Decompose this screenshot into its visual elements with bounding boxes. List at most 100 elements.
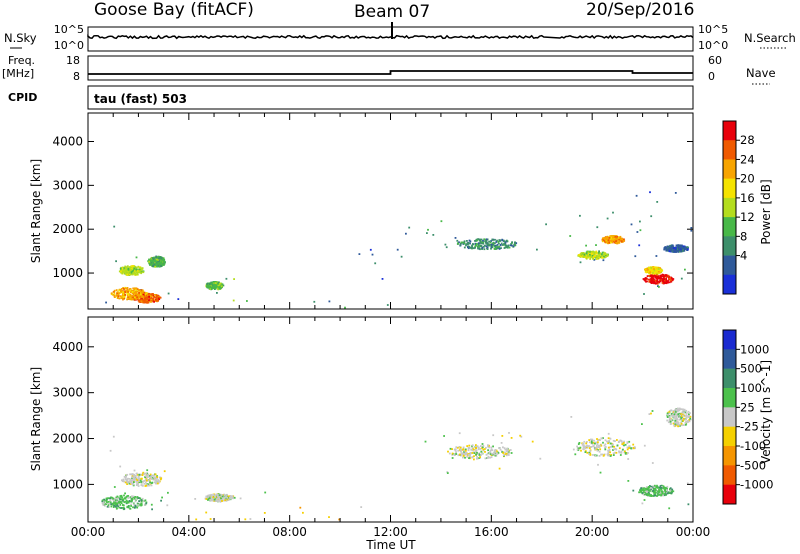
data-cell	[680, 408, 682, 411]
velocity-colorbar-tick-label: -100	[740, 439, 766, 453]
data-cell	[653, 270, 655, 273]
data-cell	[211, 287, 213, 290]
power-colorbar-swatch	[723, 236, 736, 256]
data-cell	[145, 301, 148, 304]
data-cell	[138, 289, 140, 291]
data-cell	[141, 298, 143, 301]
data-cell	[618, 451, 621, 454]
data-cell	[646, 491, 648, 493]
data-cell	[514, 244, 517, 247]
data-cell	[210, 496, 213, 499]
data-cell	[121, 270, 124, 273]
data-cell	[137, 475, 140, 478]
data-cell	[154, 296, 156, 299]
power-colorbar-tick-label: 28	[740, 133, 755, 147]
data-cell	[135, 484, 138, 486]
data-cell	[214, 282, 217, 284]
data-cell	[139, 267, 142, 270]
data-cell	[500, 242, 503, 245]
data-cell	[492, 445, 494, 448]
data-cell	[656, 280, 659, 282]
data-cell	[632, 447, 635, 450]
data-cell	[660, 277, 663, 280]
data-cell	[668, 507, 671, 510]
data-cell	[490, 243, 493, 246]
data-cell	[597, 446, 599, 449]
data-cell	[460, 454, 462, 457]
data-cell	[652, 267, 654, 270]
data-cell	[656, 278, 659, 281]
data-cell	[125, 475, 127, 478]
data-cell	[496, 451, 499, 453]
power-colorbar-swatch	[723, 140, 736, 160]
data-cell	[487, 445, 489, 448]
data-cell	[448, 452, 451, 455]
data-cell	[432, 234, 435, 236]
data-cell	[205, 511, 208, 514]
velocity-colorbar-label-text: Velocity [m s^-1]	[759, 360, 773, 464]
data-cell	[123, 295, 126, 298]
data-cell	[214, 496, 216, 498]
data-cell	[650, 485, 653, 488]
data-cell	[128, 273, 131, 276]
data-cell	[131, 291, 134, 293]
data-cell	[155, 479, 158, 482]
data-cell	[133, 473, 135, 476]
data-cell	[484, 451, 486, 453]
data-cell	[490, 240, 492, 242]
data-cell	[480, 238, 483, 241]
data-cell	[209, 518, 212, 520]
data-cell	[156, 475, 158, 477]
data-cell	[610, 454, 613, 456]
data-cell	[665, 487, 668, 490]
data-cell	[133, 269, 136, 272]
data-cell	[129, 289, 132, 292]
data-cell	[467, 449, 470, 452]
data-cell	[483, 448, 486, 450]
data-cell	[653, 486, 656, 488]
data-cell	[669, 279, 672, 282]
data-cell	[162, 261, 165, 264]
data-cell	[596, 257, 598, 260]
data-cell	[673, 414, 676, 417]
data-cell	[602, 259, 605, 262]
data-cell	[451, 452, 454, 455]
data-cell	[678, 245, 681, 248]
data-cell	[592, 445, 594, 448]
data-cell	[597, 463, 599, 466]
data-cell	[684, 268, 686, 271]
data-cell	[495, 245, 498, 248]
time-tick-label: 04:00	[172, 525, 207, 539]
data-cell	[623, 444, 625, 447]
data-cell	[503, 447, 506, 450]
data-cell	[630, 223, 633, 226]
data-cell	[580, 255, 582, 257]
data-cell	[155, 258, 158, 261]
data-cell	[207, 284, 209, 287]
data-cell	[651, 280, 654, 283]
data-cell	[652, 266, 655, 268]
data-cell	[157, 258, 160, 261]
data-cell	[153, 263, 156, 266]
data-cell	[632, 443, 635, 446]
data-cell	[584, 254, 587, 257]
data-cell	[661, 269, 664, 272]
data-cell	[462, 456, 464, 459]
data-cell	[673, 249, 676, 252]
data-cell	[627, 452, 629, 454]
data-cell	[662, 494, 664, 497]
data-cell	[674, 423, 676, 426]
velocity-colorbar-swatch	[723, 349, 736, 369]
data-cell	[672, 422, 675, 425]
data-cell	[151, 257, 154, 259]
data-cell	[645, 270, 648, 273]
data-cell	[140, 291, 143, 293]
data-cell	[106, 501, 108, 504]
data-cell	[649, 490, 651, 492]
data-cell	[113, 290, 116, 293]
data-cell	[602, 251, 605, 254]
data-cell	[481, 246, 484, 249]
data-cell	[602, 441, 604, 444]
data-cell	[578, 442, 581, 444]
data-cell	[584, 450, 587, 452]
